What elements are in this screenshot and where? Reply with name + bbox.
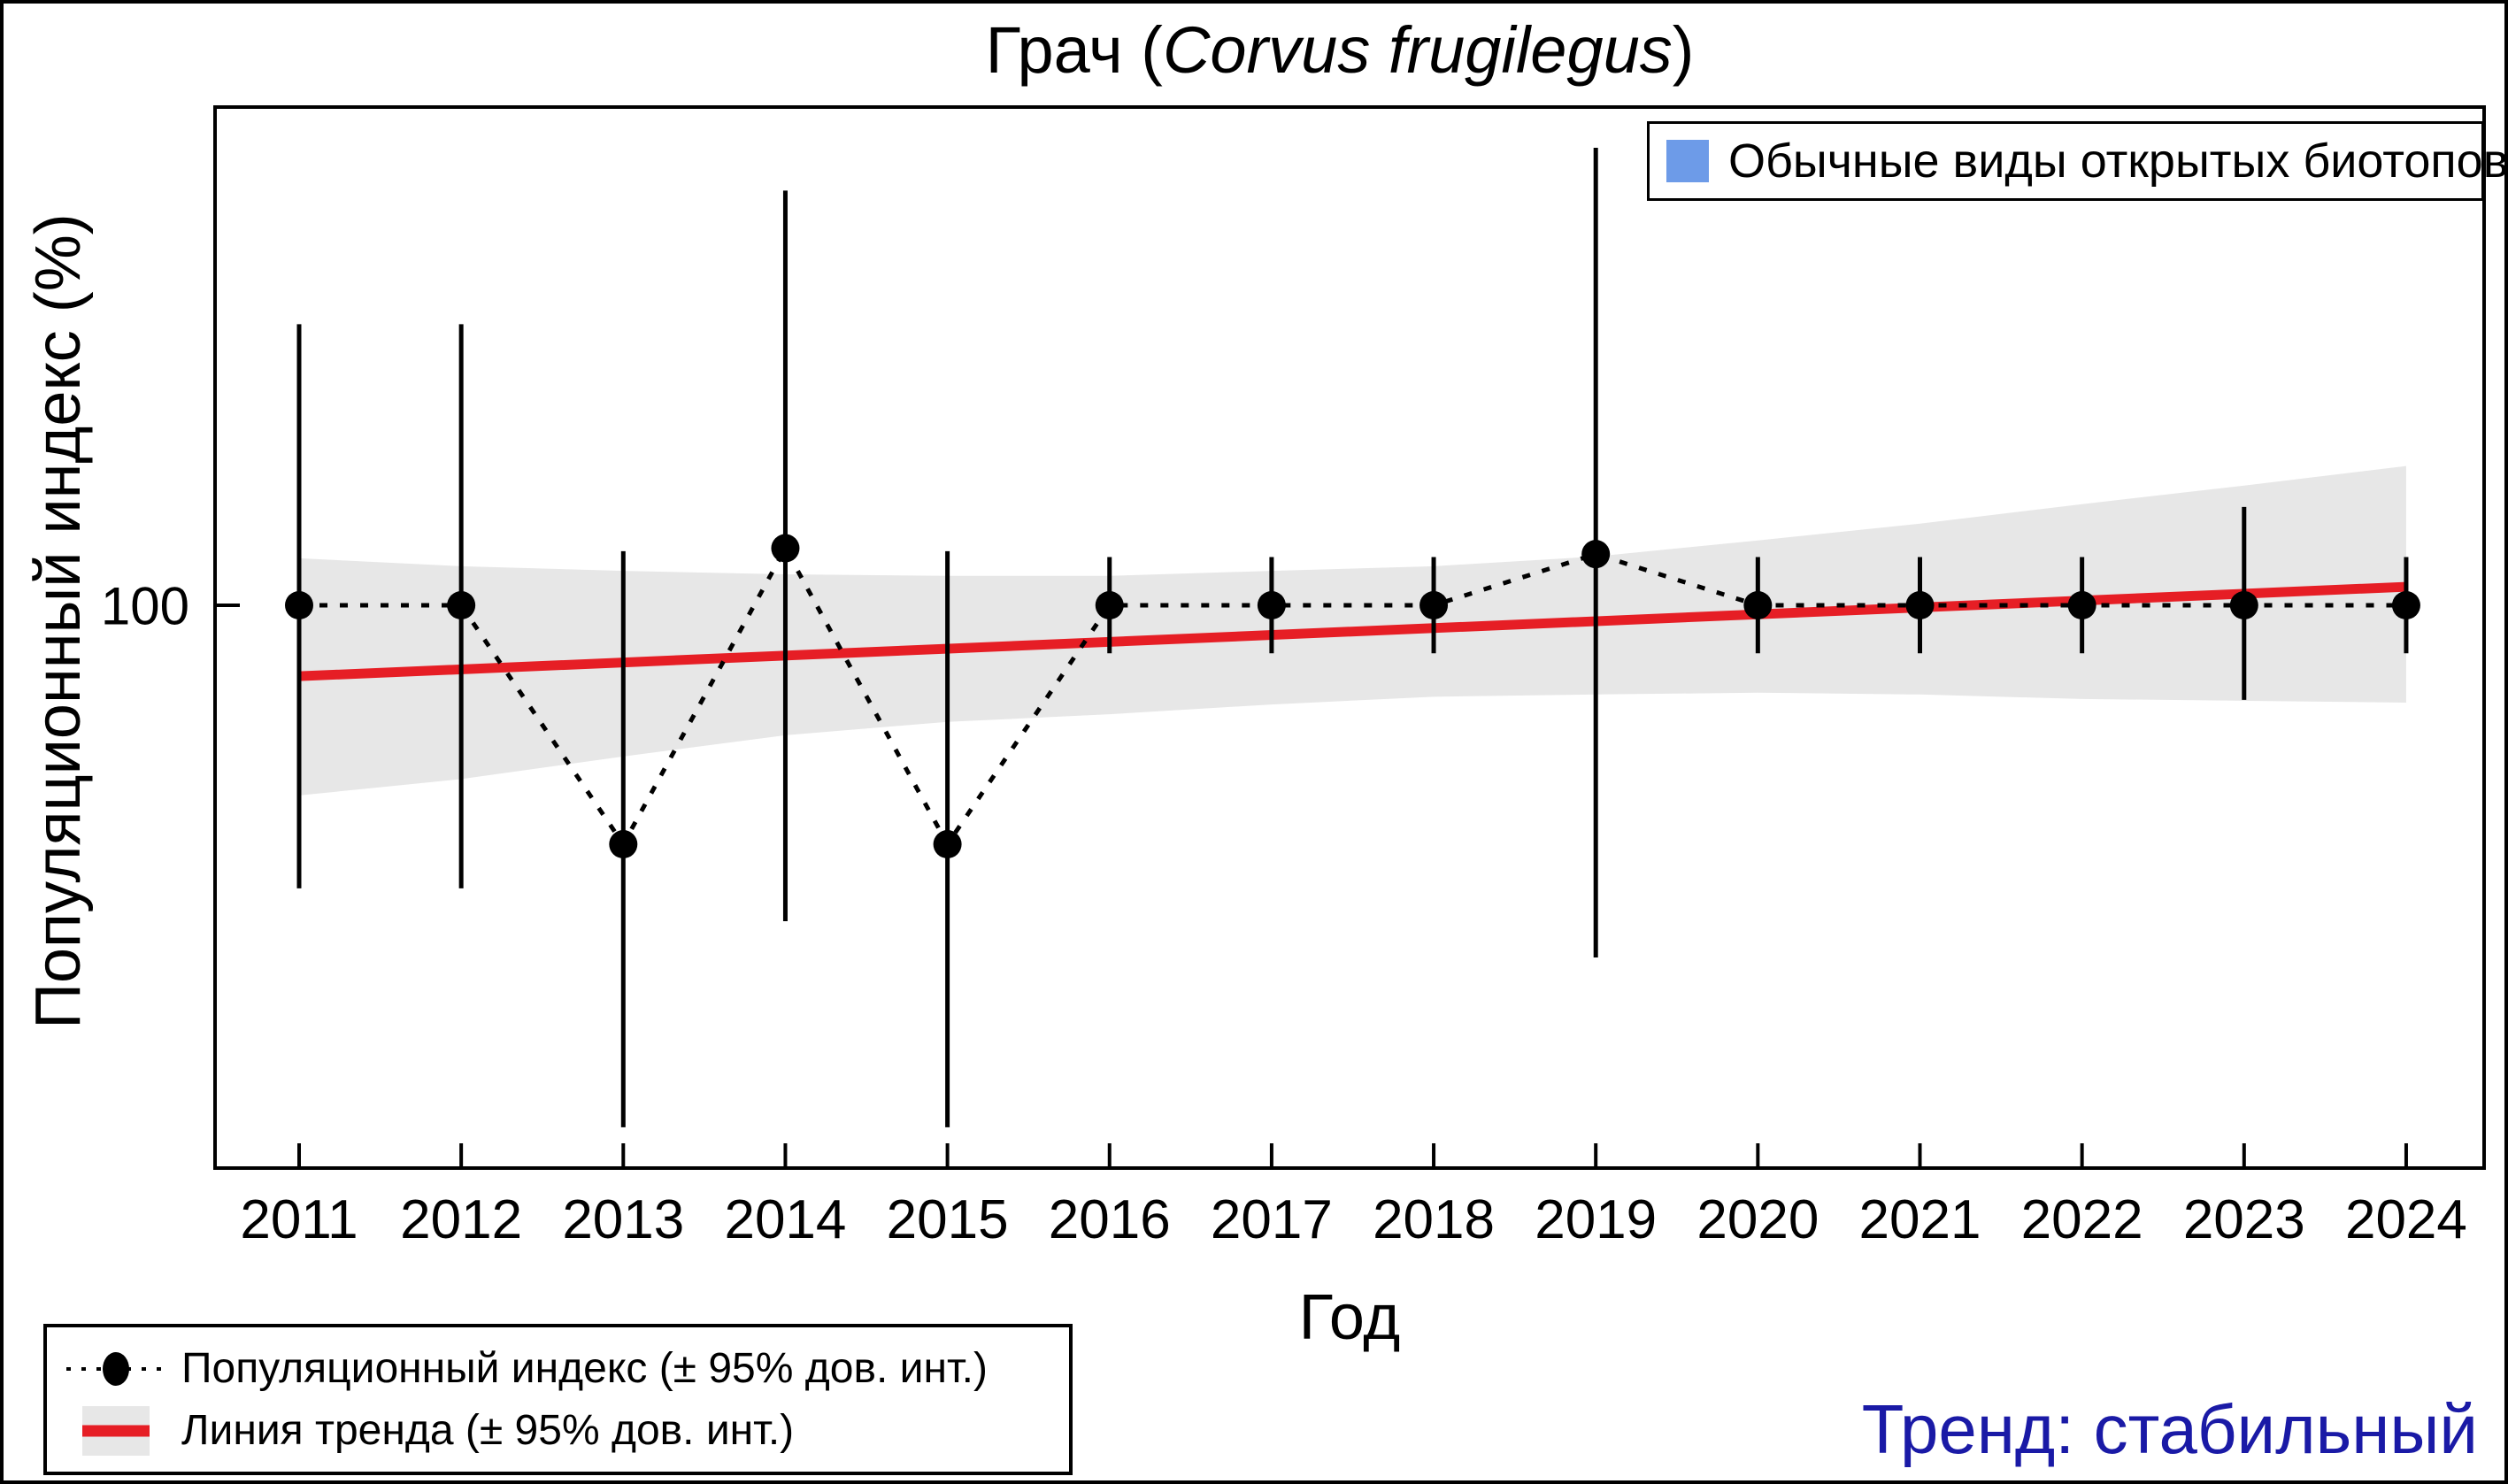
trend-status-text: Тренд: стабильный (1861, 1390, 2478, 1468)
legend-row-index: Популяционный индекс (± 95% дов. инт.) (63, 1342, 1069, 1396)
chart-title-paren: ) (1672, 13, 1695, 87)
x-tick-label: 2015 (886, 1189, 1009, 1250)
y-axis-title: Популяционный индекс (%) (23, 213, 94, 1029)
data-point (2067, 591, 2096, 619)
point-with-ci-icon (66, 1351, 165, 1386)
chart-title-common: Грач ( (985, 13, 1163, 87)
x-axis-title: Год (1298, 1282, 1401, 1353)
x-tick-label: 2011 (240, 1189, 358, 1250)
data-point (1419, 591, 1449, 619)
chart-title-latin: Corvus frugilegus (1162, 13, 1673, 87)
data-point (771, 534, 800, 563)
x-tick-label: 2018 (1373, 1189, 1496, 1250)
data-point (609, 830, 638, 859)
x-tick-label: 2024 (2344, 1189, 2467, 1250)
plot-area (213, 105, 2486, 1170)
x-tick-label: 2013 (562, 1189, 685, 1250)
legend-row-trend: Линия тренда (± 95% дов. инт.) (63, 1404, 1069, 1457)
legend-trend-label: Линия тренда (± 95% дов. инт.) (181, 1407, 795, 1454)
data-point (933, 830, 962, 859)
data-point (1905, 591, 1935, 619)
data-point (1581, 540, 1611, 569)
data-point (1257, 591, 1286, 619)
data-point (285, 591, 313, 619)
plot-border (213, 105, 2486, 1170)
biotope-legend-label: Обычные виды открытых биотопов (1728, 135, 2508, 188)
x-tick-label: 2023 (2182, 1189, 2305, 1250)
data-point (447, 591, 476, 619)
x-tick-label: 2016 (1048, 1189, 1171, 1250)
trend-line (298, 581, 2407, 681)
trend-line-with-ci-icon (82, 1405, 150, 1456)
x-tick-label: 2012 (400, 1189, 523, 1250)
x-tick-label: 2019 (1535, 1189, 1658, 1250)
data-point (2229, 591, 2258, 619)
x-tick-label: 2022 (2020, 1189, 2143, 1250)
x-tick-label: 2017 (1210, 1189, 1333, 1250)
data-point (1743, 591, 1773, 619)
data-point (2391, 591, 2420, 619)
biotope-swatch-icon (1666, 140, 1709, 182)
y-tick-label: 100 (100, 576, 189, 636)
x-tick-label: 2014 (724, 1189, 847, 1250)
chart-title: Грач (Corvus frugilegus) (986, 12, 1695, 88)
data-point (1095, 591, 1124, 619)
biotope-legend-box: Обычные виды открытых биотопов (1647, 121, 2504, 201)
series-legend-box: Популяционный индекс (± 95% дов. инт.) Л… (43, 1324, 1073, 1475)
x-tick-label: 2020 (1696, 1189, 1819, 1250)
x-tick-label: 2021 (1858, 1189, 1981, 1250)
legend-index-label: Популяционный индекс (± 95% дов. инт.) (181, 1345, 988, 1392)
